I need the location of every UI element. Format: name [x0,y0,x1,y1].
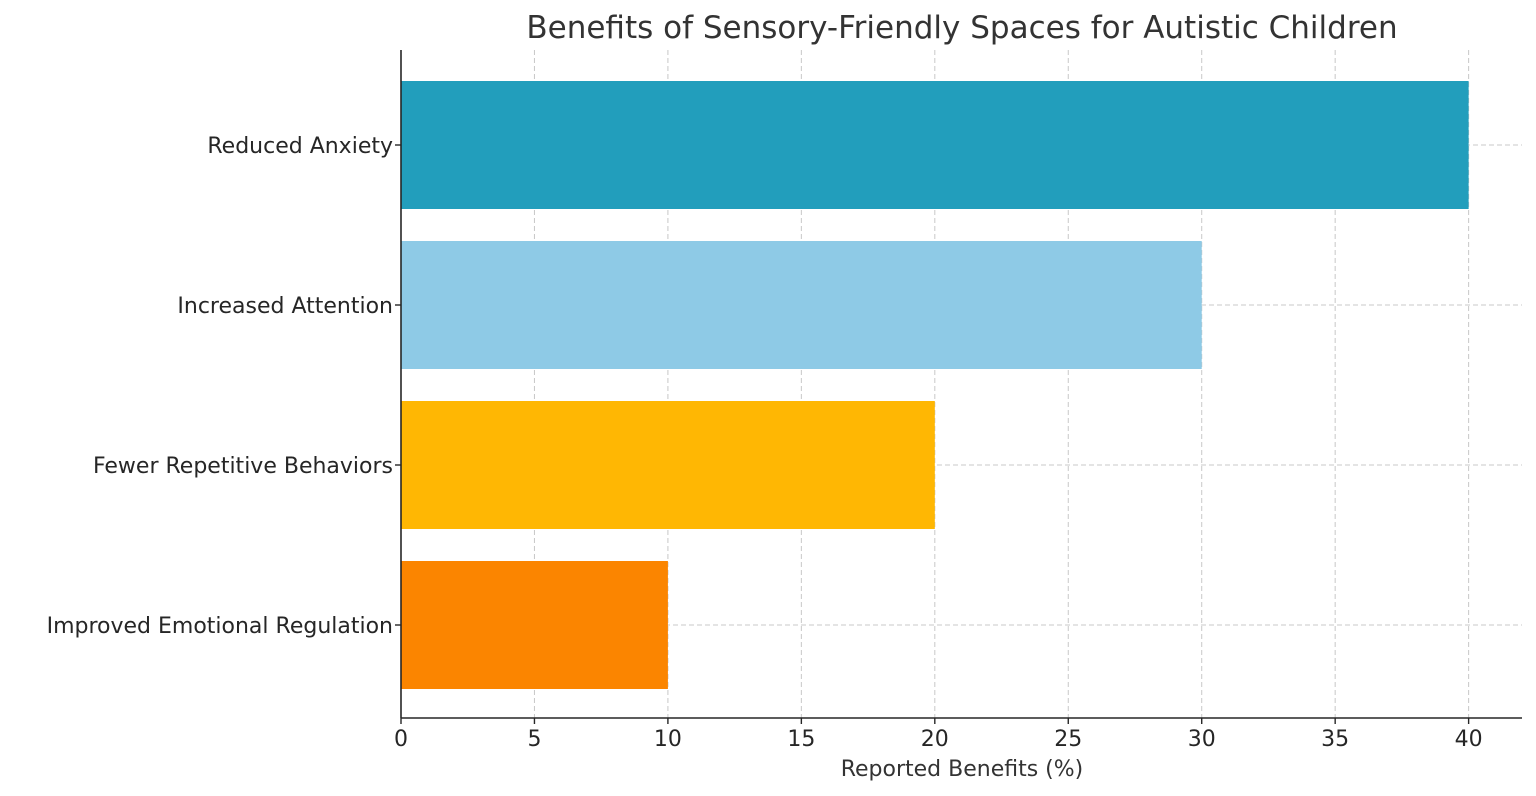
bar [401,81,1469,209]
x-tick-label: 10 [654,727,682,752]
y-axis-ticks: Reduced Anxiety Increased Attention Fewer … [47,134,401,639]
bar [401,241,1202,369]
category-label: Reduced Anxiety [207,134,393,159]
x-tick-label: 30 [1188,727,1216,752]
x-tick-label: 25 [1054,727,1082,752]
chart-title: Benefits of Sensory-Friendly Spaces for … [526,10,1397,46]
category-label: Increased Attention [177,294,393,319]
x-axis-label: Reported Benefits (%) [841,757,1084,782]
bar [401,561,668,689]
x-tick-label: 35 [1321,727,1349,752]
x-tick-label: 15 [787,727,815,752]
category-label: Fewer Repetitive Behaviors [93,454,393,479]
x-axis-ticks: 0 5 10 15 20 25 30 35 40 [394,718,1483,752]
x-tick-label: 0 [394,727,408,752]
category-label: Improved Emotional Regulation [47,614,393,639]
x-tick-label: 40 [1455,727,1483,752]
x-tick-label: 20 [921,727,949,752]
x-tick-label: 5 [527,727,541,752]
bar [401,401,935,529]
bars [401,81,1469,689]
